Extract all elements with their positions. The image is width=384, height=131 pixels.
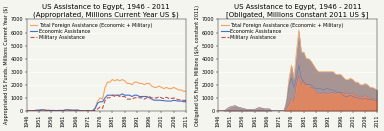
Legend: Total Foreign Assistance (Economic + Military), Economic Assistance, Military As: Total Foreign Assistance (Economic + Mil… [29,22,153,41]
Y-axis label: Appropriated US Funds, Millions Current Year ($): Appropriated US Funds, Millions Current … [4,6,9,124]
Legend: Total Foreign Assistance (Economic + Military), Economic Assistance, Military As: Total Foreign Assistance (Economic + Mil… [220,22,344,41]
Y-axis label: Obligated US Funds, Millions ($/A, constant 2011): Obligated US Funds, Millions ($/A, const… [195,5,200,126]
Title: US Assistance to Egypt, 1946 - 2011
(Appropriated, Millions Current Year US $): US Assistance to Egypt, 1946 - 2011 (App… [33,4,179,18]
Title: US Assistance to Egypt, 1946 - 2011
[Obligated, Millions Constant 2011 US $]: US Assistance to Egypt, 1946 - 2011 [Obl… [227,4,369,18]
